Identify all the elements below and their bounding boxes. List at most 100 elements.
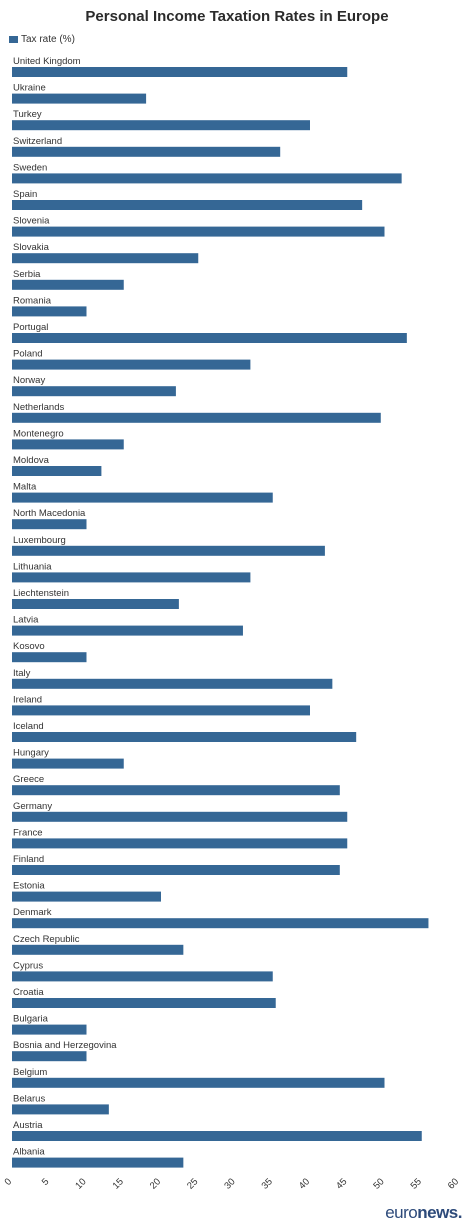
category-label: Kosovo <box>13 641 45 652</box>
bar <box>12 785 340 796</box>
category-label: Netherlands <box>13 402 64 413</box>
bar <box>12 944 184 955</box>
bar <box>12 67 348 77</box>
bar <box>12 492 273 503</box>
category-label: Denmark <box>13 907 52 918</box>
x-tick-label: 55 <box>409 1176 424 1191</box>
bar <box>12 678 333 689</box>
bar <box>12 705 310 716</box>
category-label: Turkey <box>13 109 42 120</box>
category-label: Poland <box>13 349 43 360</box>
bar <box>12 572 251 583</box>
category-label: Cyprus <box>13 960 43 971</box>
category-label: Spain <box>13 189 37 200</box>
category-label: Luxembourg <box>13 535 66 546</box>
bar <box>12 758 124 769</box>
category-label: Moldova <box>13 455 50 466</box>
category-label: Finland <box>13 854 44 865</box>
x-tick-label: 20 <box>148 1176 163 1191</box>
bar <box>12 1157 184 1168</box>
category-label: Italy <box>13 668 31 679</box>
category-label: Lithuania <box>13 561 52 572</box>
bar <box>12 1051 87 1062</box>
x-tick-label: 10 <box>73 1176 88 1191</box>
bar <box>12 545 325 556</box>
category-label: Belarus <box>13 1093 45 1104</box>
category-label: Romania <box>13 295 52 306</box>
bar <box>12 146 281 157</box>
brand-part1: euro <box>385 1203 418 1222</box>
category-label: Hungary <box>13 748 49 759</box>
bar <box>12 891 161 902</box>
bar <box>12 439 124 450</box>
x-tick-label: 60 <box>446 1176 461 1191</box>
bar <box>12 333 407 343</box>
category-label: Belgium <box>13 1067 47 1078</box>
x-tick-label: 5 <box>40 1176 52 1188</box>
bar <box>12 732 357 742</box>
bar <box>12 998 276 1008</box>
bar <box>12 279 124 290</box>
category-label: North Macedonia <box>13 508 86 519</box>
bar <box>12 253 199 264</box>
category-label: Portugal <box>13 322 48 333</box>
bar <box>12 1131 422 1141</box>
category-label: Croatia <box>13 987 44 998</box>
brand-part2: news. <box>417 1203 462 1222</box>
category-label: Albania <box>13 1147 45 1158</box>
category-label: Ukraine <box>13 83 46 94</box>
x-tick-label: 40 <box>297 1176 312 1191</box>
legend: Tax rate (%) <box>9 34 75 45</box>
category-label: Liechtenstein <box>13 588 69 599</box>
bar <box>12 226 385 237</box>
bar <box>12 865 340 875</box>
bar <box>12 599 179 609</box>
bar <box>12 625 243 636</box>
category-label: United Kingdom <box>13 56 81 67</box>
bar <box>12 412 381 423</box>
x-tick-label: 45 <box>334 1176 349 1191</box>
bar <box>12 93 147 104</box>
category-label: Norway <box>13 375 45 386</box>
bar <box>12 359 251 370</box>
euronews-logo: euronews. <box>385 1203 462 1223</box>
x-tick-label: 0 <box>3 1176 15 1188</box>
bar <box>12 838 348 849</box>
category-label: Slovenia <box>13 216 50 227</box>
category-label: Estonia <box>13 881 45 892</box>
bar <box>12 519 87 530</box>
bar <box>12 306 87 317</box>
chart-title: Personal Income Taxation Rates in Europe <box>85 8 389 25</box>
bar <box>12 918 429 929</box>
x-tick-label: 30 <box>222 1176 237 1191</box>
bar <box>12 1077 385 1088</box>
category-label: Malta <box>13 482 37 493</box>
bar <box>12 1024 87 1035</box>
category-label: Sweden <box>13 162 47 173</box>
category-label: Austria <box>13 1120 43 1131</box>
category-label: Montenegro <box>13 428 64 439</box>
category-label: Iceland <box>13 721 44 732</box>
category-label: Ireland <box>13 694 42 705</box>
category-label: France <box>13 827 43 838</box>
category-label: Bulgaria <box>13 1014 49 1025</box>
bar <box>12 173 402 184</box>
bar <box>12 811 348 822</box>
x-tick-label: 50 <box>371 1176 386 1191</box>
bar <box>12 386 176 397</box>
bar <box>12 200 363 210</box>
category-label: Greece <box>13 774 44 785</box>
bar <box>12 1104 109 1115</box>
category-label: Germany <box>13 801 52 812</box>
bar <box>12 120 310 131</box>
bar <box>12 971 273 982</box>
bar <box>12 466 102 476</box>
legend-swatch <box>9 36 18 43</box>
x-tick-label: 15 <box>111 1176 126 1191</box>
category-label: Czech Republic <box>13 934 80 945</box>
x-tick-label: 25 <box>185 1176 200 1191</box>
category-label: Bosnia and Herzegovina <box>13 1040 117 1051</box>
category-label: Slovakia <box>13 242 50 253</box>
x-tick-label: 35 <box>260 1176 275 1191</box>
